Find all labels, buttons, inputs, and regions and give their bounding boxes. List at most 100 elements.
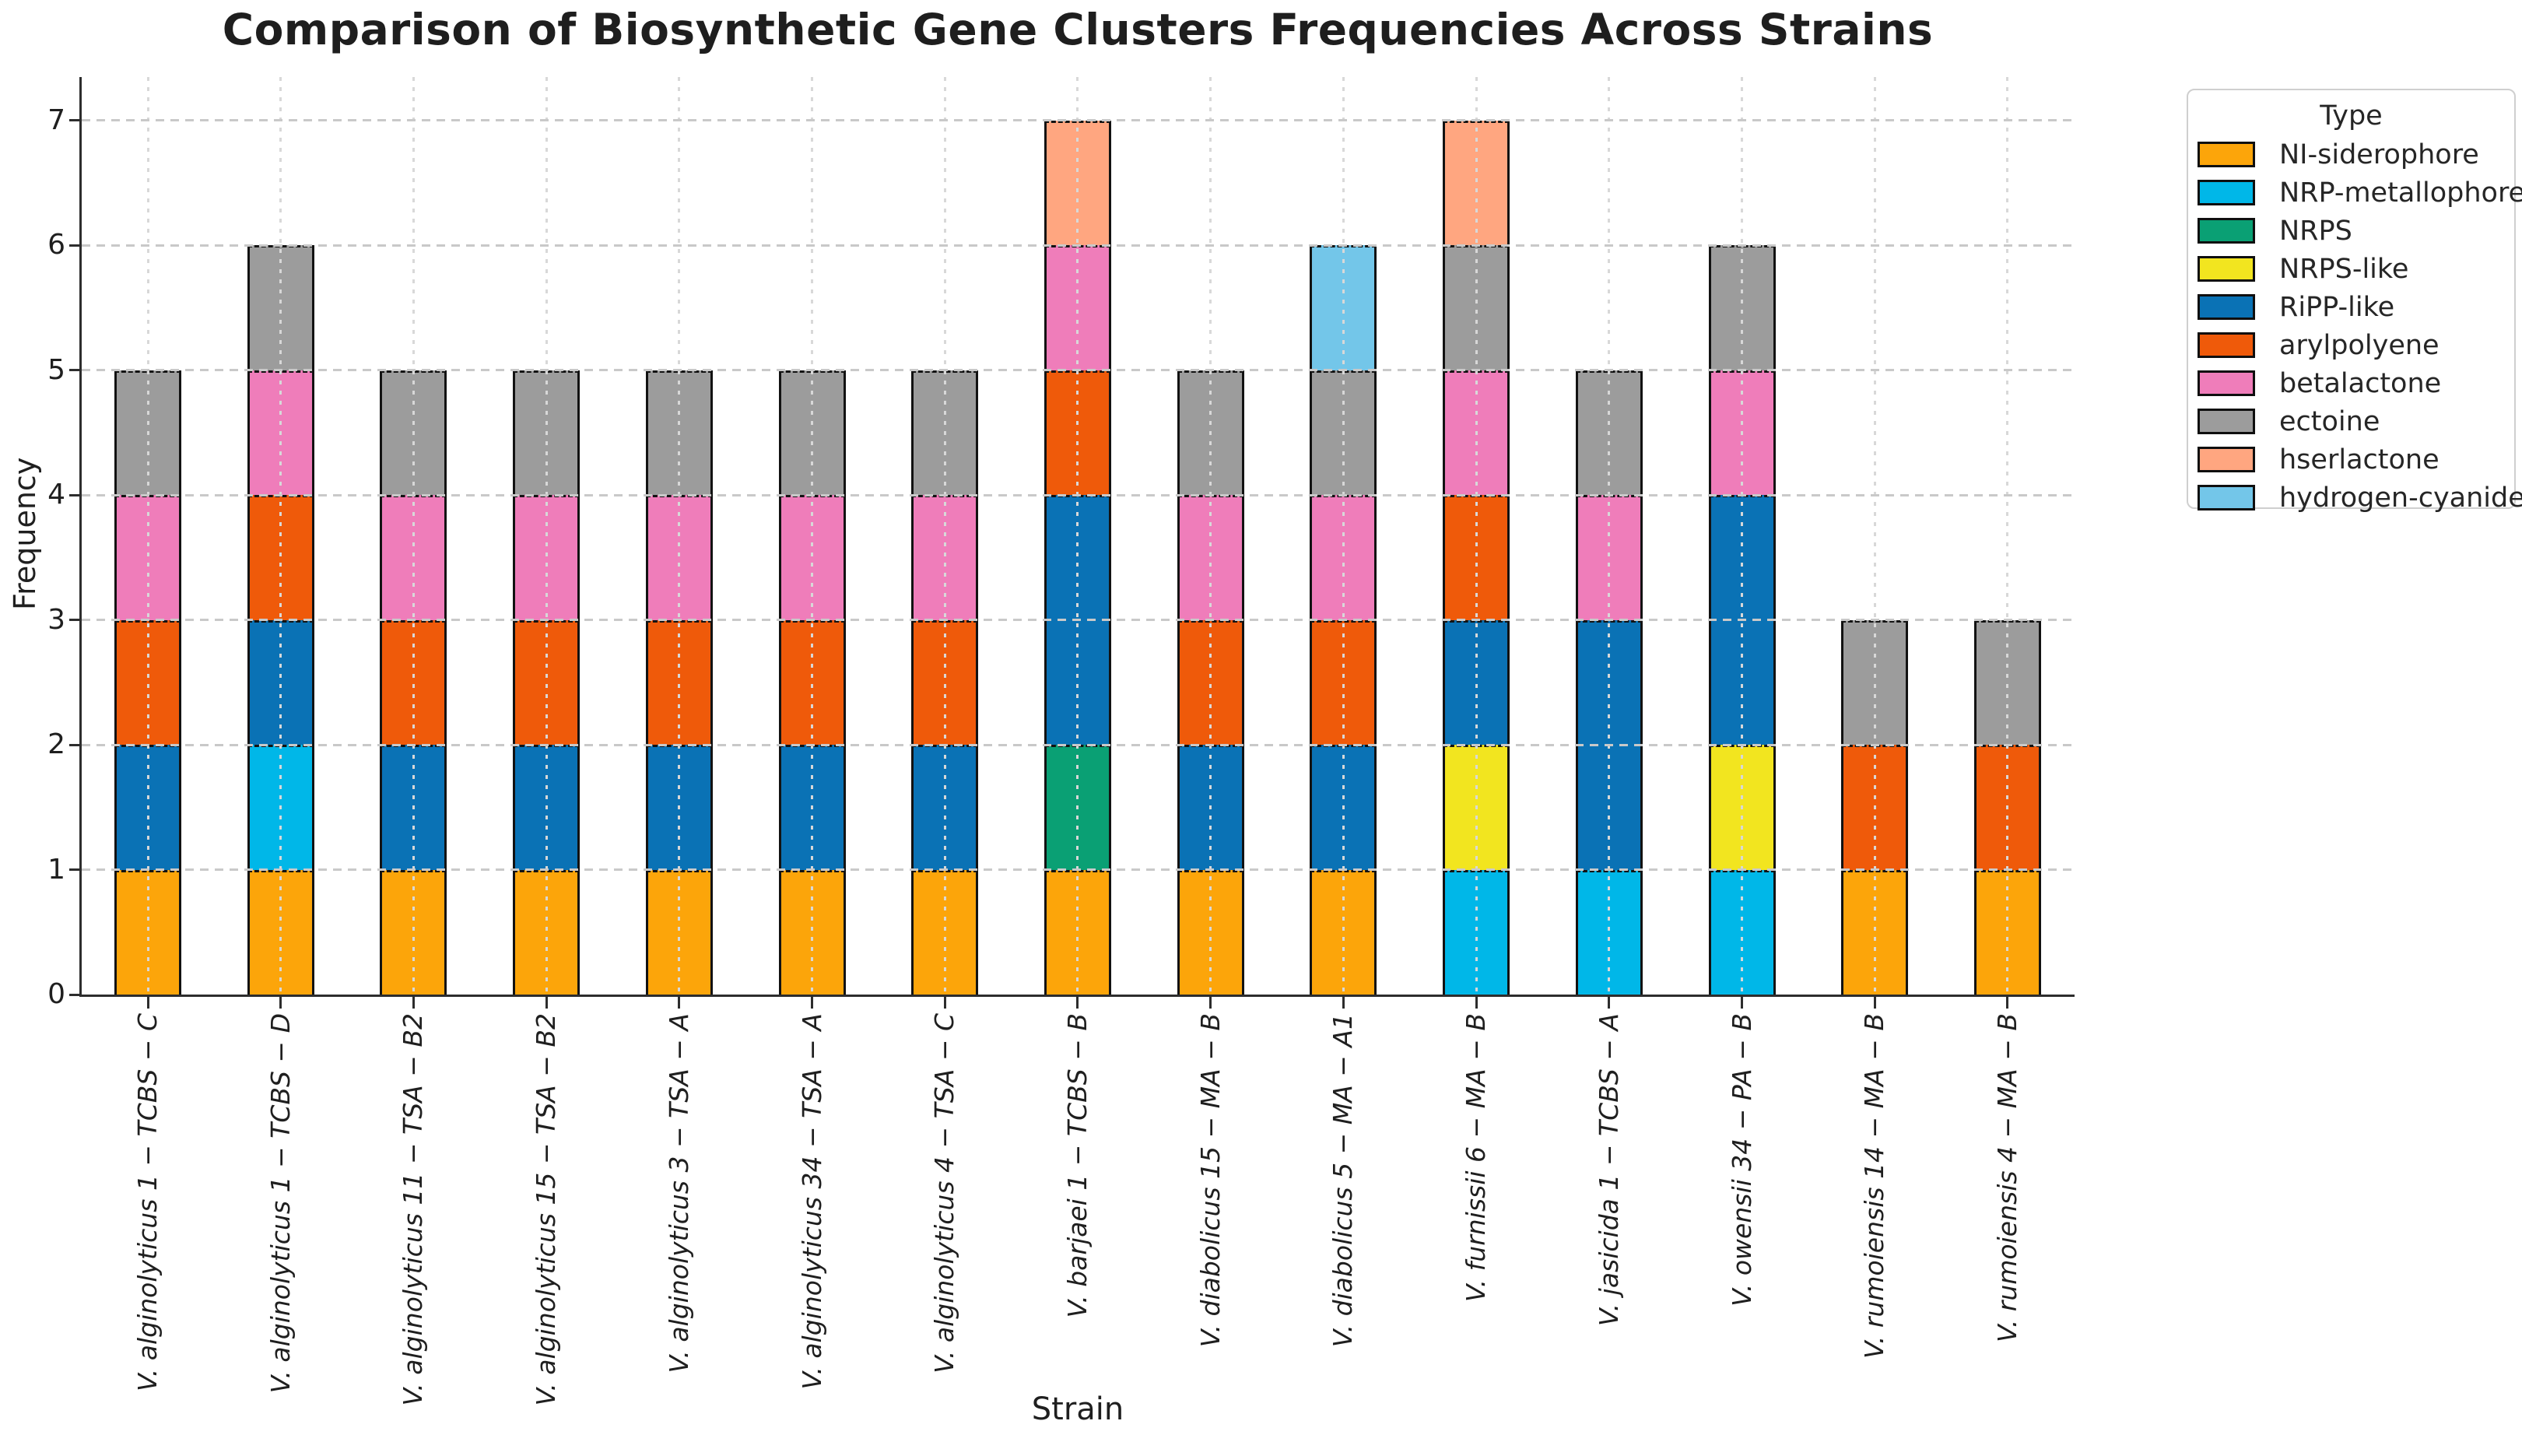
x-tick-label: V. alginolyticus 15 − TSA − B2 — [531, 1013, 562, 1406]
gridline-horizontal — [82, 493, 2074, 496]
x-tick-label: V. owensii 34 − PA − B — [1726, 1013, 1757, 1307]
x-tick-label: V. alginolyticus 3 − TSA − A — [663, 1013, 694, 1374]
x-tick-label: V. furnissii 6 − MA − B — [1461, 1013, 1492, 1303]
legend-label: NRPS — [2279, 215, 2352, 247]
gridline-vertical — [2006, 77, 2009, 995]
legend-item: NRPS — [2188, 212, 2514, 250]
y-tick-mark — [69, 619, 79, 622]
legend: Type NI-siderophore NRP-metallophore NRPS N… — [2187, 89, 2522, 514]
legend-swatch-nrps — [2198, 218, 2255, 244]
legend-swatch-arylpolyene — [2198, 332, 2255, 358]
y-tick-mark — [69, 493, 79, 496]
x-tick-label: V. barjaei 1 − TCBS − B — [1061, 1013, 1093, 1318]
gridline-vertical — [811, 77, 814, 995]
y-tick-label: 1 — [47, 853, 65, 886]
legend-swatch-ripp-like — [2198, 294, 2255, 320]
x-tick-mark — [279, 997, 282, 1009]
gridline-vertical — [1209, 77, 1212, 995]
x-tick-label: V. rumoiensis 4 − MA − B — [1991, 1013, 2022, 1342]
y-tick-label: 6 — [47, 229, 65, 261]
legend-item: RiPP-like — [2188, 288, 2514, 326]
legend-swatch-hserlactone — [2198, 447, 2255, 472]
y-axis-spine — [79, 77, 82, 997]
y-tick-mark — [69, 244, 79, 247]
legend-items: NI-siderophore NRP-metallophore NRPS NRPS-l… — [2188, 135, 2522, 517]
legend-label: NRPS-like — [2279, 253, 2409, 285]
gridline-vertical — [1741, 77, 1744, 995]
legend-label: NI-siderophore — [2279, 139, 2479, 170]
x-tick-mark — [545, 997, 548, 1009]
y-tick-label: 7 — [47, 103, 65, 136]
x-tick-mark — [412, 997, 415, 1009]
x-tick-label: V. rumoiensis 14 − MA − B — [1859, 1013, 1890, 1359]
legend-label: betalactone — [2279, 367, 2442, 399]
y-tick-label: 4 — [47, 479, 65, 511]
gridline-vertical — [678, 77, 681, 995]
gridline-horizontal — [82, 743, 2074, 746]
gridline-vertical — [1475, 77, 1478, 995]
y-tick-label: 2 — [47, 728, 65, 761]
y-tick-mark — [69, 119, 79, 122]
y-tick-mark — [69, 743, 79, 746]
gridline-vertical — [146, 77, 149, 995]
y-tick-label: 5 — [47, 353, 65, 386]
legend-item: NI-siderophore — [2188, 135, 2514, 174]
y-tick-label: 3 — [47, 603, 65, 636]
y-tick-mark — [69, 993, 79, 996]
legend-swatch-nrp-metallophore — [2198, 180, 2255, 205]
x-tick-mark — [811, 997, 814, 1009]
legend-item: NRP-metallophore — [2188, 174, 2522, 212]
legend-swatch-betalactone — [2198, 370, 2255, 396]
gridline-horizontal — [82, 868, 2074, 872]
legend-label: RiPP-like — [2279, 291, 2395, 323]
legend-item: ectoine — [2188, 402, 2514, 440]
legend-swatch-hydrogen-cyanide — [2198, 485, 2255, 510]
chart-title: Comparison of Biosynthetic Gene Clusters… — [222, 5, 1934, 54]
y-axis-label: Frequency — [8, 457, 42, 610]
legend-label: hydrogen-cyanide — [2279, 482, 2522, 514]
x-tick-mark — [1209, 997, 1212, 1009]
legend-swatch-nrps-like — [2198, 256, 2255, 282]
legend-label: arylpolyene — [2279, 329, 2440, 361]
x-tick-mark — [1076, 997, 1079, 1009]
gridline-vertical — [1608, 77, 1611, 995]
x-tick-label: V. alginolyticus 34 − TSA − A — [796, 1013, 827, 1390]
x-tick-label: V. alginolyticus 1 − TCBS − D — [265, 1013, 296, 1394]
gridline-vertical — [279, 77, 282, 995]
legend-title: Type — [2320, 100, 2383, 132]
y-tick-label: 0 — [47, 978, 65, 1010]
legend-item: NRPS-like — [2188, 250, 2514, 288]
legend-item: hydrogen-cyanide — [2188, 479, 2522, 517]
legend-swatch-ni-siderophore — [2198, 142, 2255, 167]
x-tick-label: V. alginolyticus 4 − TSA − C — [929, 1013, 960, 1374]
legend-label: NRP-metallophore — [2279, 177, 2522, 209]
gridline-horizontal — [82, 119, 2074, 122]
gridline-horizontal — [82, 369, 2074, 372]
x-tick-mark — [1608, 997, 1611, 1009]
x-axis-spine — [79, 995, 2075, 997]
y-tick-mark — [69, 369, 79, 372]
x-tick-label: V. alginolyticus 1 − TCBS − C — [132, 1013, 163, 1392]
legend-item: betalactone — [2188, 364, 2514, 402]
x-tick-mark — [943, 997, 946, 1009]
x-tick-label: V. diabolicus 5 − MA − A1 — [1328, 1013, 1359, 1348]
gridline-vertical — [545, 77, 548, 995]
x-tick-mark — [2006, 997, 2009, 1009]
legend-swatch-ectoine — [2198, 409, 2255, 434]
legend-item: arylpolyene — [2188, 326, 2514, 364]
gridline-horizontal — [82, 619, 2074, 622]
gridline-vertical — [412, 77, 415, 995]
gridline-horizontal — [82, 244, 2074, 247]
x-axis-label: Strain — [1031, 1391, 1124, 1427]
x-tick-label: V. diabolicus 15 − MA − B — [1194, 1013, 1226, 1348]
legend-label: hserlactone — [2279, 444, 2440, 475]
gridline-vertical — [1873, 77, 1876, 995]
x-tick-label: V. jasicida 1 − TCBS − A — [1593, 1013, 1624, 1327]
gridline-vertical — [1342, 77, 1345, 995]
x-tick-label: V. alginolyticus 11 − TSA − B2 — [398, 1013, 429, 1406]
x-tick-mark — [1741, 997, 1744, 1009]
x-tick-mark — [1475, 997, 1478, 1009]
x-tick-mark — [1342, 997, 1345, 1009]
